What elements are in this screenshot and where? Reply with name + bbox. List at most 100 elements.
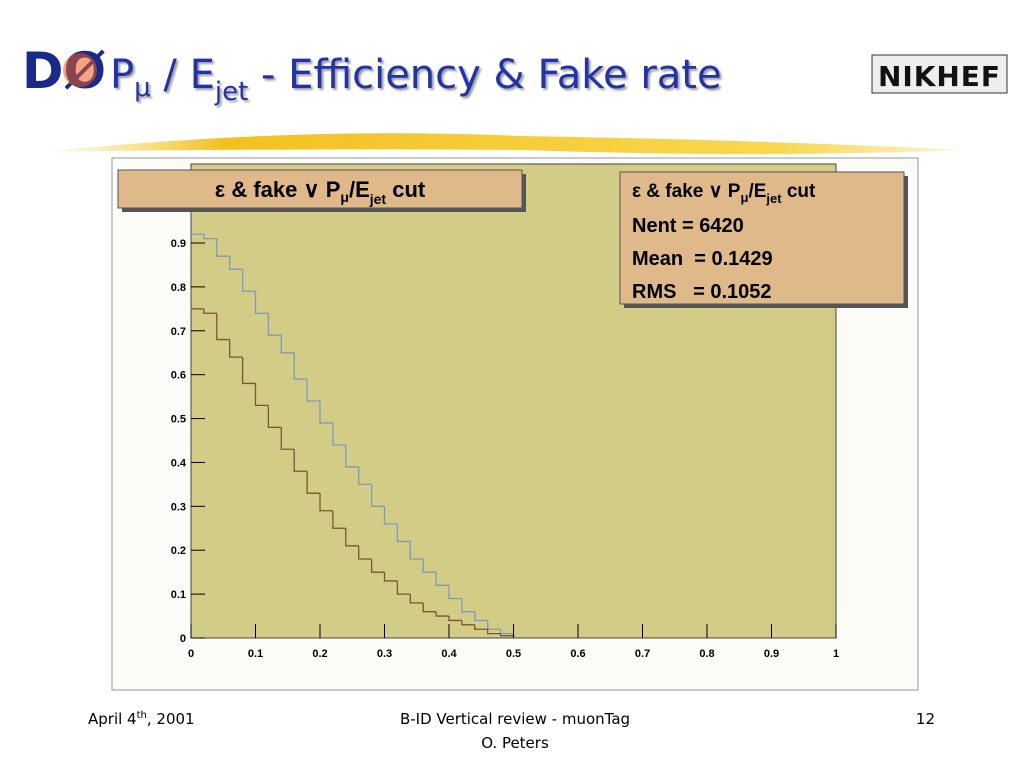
histogram-bin xyxy=(241,357,256,385)
histogram-bin xyxy=(267,313,282,336)
histogram-bin xyxy=(474,611,488,622)
y-tick-label: 0 xyxy=(180,633,186,645)
histogram-bin xyxy=(216,238,230,257)
histogram-bin xyxy=(267,405,282,428)
box xyxy=(619,171,905,305)
histogram-bin xyxy=(332,510,346,529)
t: /E xyxy=(748,181,766,202)
histogram-bin xyxy=(448,616,462,622)
y-tick-label: 0.3 xyxy=(171,501,186,513)
histogram-bin xyxy=(409,594,424,604)
x-tick-label: 0.1 xyxy=(248,648,263,660)
histogram-bin xyxy=(216,313,230,341)
histogram-bin xyxy=(396,580,411,595)
histogram-bin xyxy=(345,528,359,547)
histogram-bin xyxy=(396,523,411,543)
t: , 2001 xyxy=(147,710,195,728)
x-tick-label: 0.5 xyxy=(506,648,521,660)
title-sub: μ xyxy=(134,73,151,103)
histogram-bin xyxy=(241,269,256,292)
box xyxy=(117,169,523,209)
histogram-bin xyxy=(409,541,424,560)
histogram-bin xyxy=(370,559,385,573)
logo-text: NIKHEF xyxy=(878,60,1000,93)
t: jet xyxy=(369,191,387,207)
t: ε & fake ∨ P xyxy=(215,177,341,202)
x-tick-label: 0.9 xyxy=(764,648,779,660)
histogram-bin xyxy=(422,559,437,573)
t: cut xyxy=(782,181,816,202)
x-tick-label: 1 xyxy=(833,648,839,660)
histogram-bin xyxy=(293,352,308,380)
histogram-bin xyxy=(280,427,295,450)
x-tick-label: 0 xyxy=(188,648,194,660)
histogram-bin xyxy=(383,506,398,525)
histogram-bin xyxy=(435,572,449,586)
stats-line: Nent = 6420 xyxy=(632,215,744,237)
histogram-bin xyxy=(293,449,308,472)
histogram-bin xyxy=(435,611,449,617)
title-underline xyxy=(40,133,965,154)
histogram-bin xyxy=(358,545,372,560)
histogram-bin xyxy=(319,493,333,512)
y-tick-label: 0.1 xyxy=(171,589,186,601)
t: cut xyxy=(386,177,426,202)
stats-title: ε & fake ∨ Pμ/Ejet cut xyxy=(632,181,816,206)
hist-title-box: ε & fake ∨ Pμ/Ejet cut xyxy=(117,169,526,212)
histogram-bin xyxy=(358,466,372,486)
histogram-bin xyxy=(332,422,346,446)
histogram-bin xyxy=(487,629,501,635)
x-tick-label: 0.3 xyxy=(377,648,392,660)
x-tick-label: 0.6 xyxy=(570,648,585,660)
page-number: 12 xyxy=(916,710,935,728)
footer-center: B-ID Vertical review - muonTag xyxy=(400,710,630,728)
t: jet xyxy=(765,191,782,206)
histogram-bin xyxy=(280,335,295,354)
x-tick-label: 0.2 xyxy=(312,648,327,660)
t: μ xyxy=(740,190,748,205)
t: April 4 xyxy=(88,710,137,728)
title-part: - Efficiency & Fake rate xyxy=(248,52,721,98)
slide-title: Pμ / Ejet - Efficiency & Fake rate xyxy=(110,52,722,107)
histogram-bin xyxy=(383,572,398,582)
x-tick-label: 0.8 xyxy=(699,648,714,660)
x-tick-label: 0.7 xyxy=(635,648,650,660)
histogram-bin xyxy=(229,339,243,358)
stats-box: ε & fake ∨ Pμ/Ejet cut Nent = 6420 Mean … xyxy=(619,171,908,308)
x-tick-label: 0.4 xyxy=(441,648,457,660)
histogram-bin xyxy=(448,585,462,600)
hist-title: ε & fake ∨ Pμ/Ejet cut xyxy=(215,177,426,207)
t: /E xyxy=(349,177,370,202)
histogram-bin xyxy=(203,308,217,314)
stats-line: RMS = 0.1052 xyxy=(632,281,772,303)
title-part: P xyxy=(110,52,134,98)
y-tick-label: 0.9 xyxy=(171,238,186,250)
d0-logo: DØ xyxy=(22,42,106,100)
histogram-bin xyxy=(203,234,217,240)
t: th xyxy=(137,710,147,721)
histogram-bin xyxy=(319,401,333,424)
histogram-bin xyxy=(370,484,385,507)
y-tick-label: 0.6 xyxy=(171,370,186,382)
histogram-bin xyxy=(254,291,269,314)
stats-line: Mean = 0.1429 xyxy=(632,248,773,270)
y-tick-label: 0.7 xyxy=(171,326,186,338)
y-tick-label: 0.8 xyxy=(171,282,186,294)
y-tick-label: 0.5 xyxy=(171,414,186,426)
y-tick-label: 0.4 xyxy=(171,457,187,469)
histogram-bin xyxy=(461,598,475,613)
histogram-bin xyxy=(461,620,475,626)
t: μ xyxy=(340,189,349,205)
title-part: / E xyxy=(151,52,215,98)
histogram-bin xyxy=(306,471,320,494)
histogram-bin xyxy=(254,383,269,407)
footer-author: O. Peters xyxy=(481,734,549,752)
logo-circle xyxy=(63,53,97,87)
histogram-bin xyxy=(229,256,243,270)
t: ε & fake ∨ P xyxy=(632,181,741,202)
logo-frame xyxy=(871,54,1008,94)
histogram-bin xyxy=(345,444,359,468)
footer-date: April 4th, 2001 xyxy=(88,710,195,728)
